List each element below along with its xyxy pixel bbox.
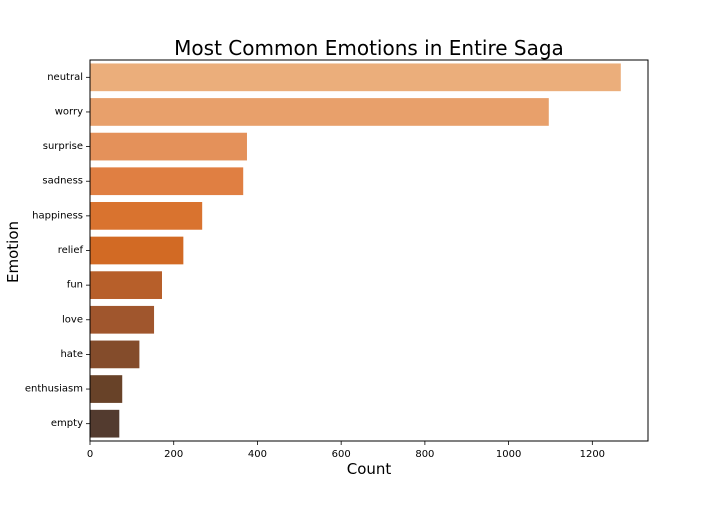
x-tick-label: 1000: [496, 449, 521, 460]
y-tick-label: hate: [60, 349, 83, 360]
bar-fun: [90, 271, 162, 299]
y-tick-label: love: [62, 314, 83, 325]
y-tick-label: worry: [55, 106, 83, 117]
x-tick-label: 200: [164, 449, 183, 460]
bar-love: [90, 305, 155, 334]
y-tick-label: happiness: [32, 210, 83, 221]
y-axis-label: Emotion: [4, 221, 22, 283]
chart-title: Most Common Emotions in Entire Saga: [174, 36, 564, 60]
bar-surprise: [90, 132, 247, 161]
bar-worry: [90, 98, 549, 126]
bar-neutral: [90, 63, 621, 92]
bar-relief: [90, 236, 184, 265]
y-tick-label: empty: [51, 418, 83, 429]
bar-hate: [90, 340, 140, 369]
x-tick-label: 400: [248, 449, 267, 460]
y-tick-label: surprise: [43, 141, 83, 152]
x-tick-label: 1200: [580, 449, 605, 460]
x-tick-label: 0: [87, 449, 93, 460]
x-axis: 0 200 400 600 800 1000 1200: [87, 441, 605, 460]
y-tick-label: sadness: [42, 176, 83, 187]
y-tick-label: neutral: [47, 72, 83, 83]
y-tick-label: enthusiasm: [25, 384, 83, 395]
bar-sadness: [90, 167, 244, 196]
x-tick-label: 600: [332, 449, 351, 460]
y-axis: neutral worry surprise sadness happiness reli…: [25, 72, 90, 429]
y-tick-label: fun: [67, 280, 83, 291]
x-tick-label: 800: [415, 449, 434, 460]
x-axis-label: Count: [347, 460, 392, 478]
bar-enthusiasm: [90, 375, 123, 403]
bar-happiness: [90, 202, 203, 230]
bars-layer: [90, 63, 621, 438]
y-tick-label: relief: [58, 245, 84, 256]
bar-empty: [90, 409, 120, 438]
